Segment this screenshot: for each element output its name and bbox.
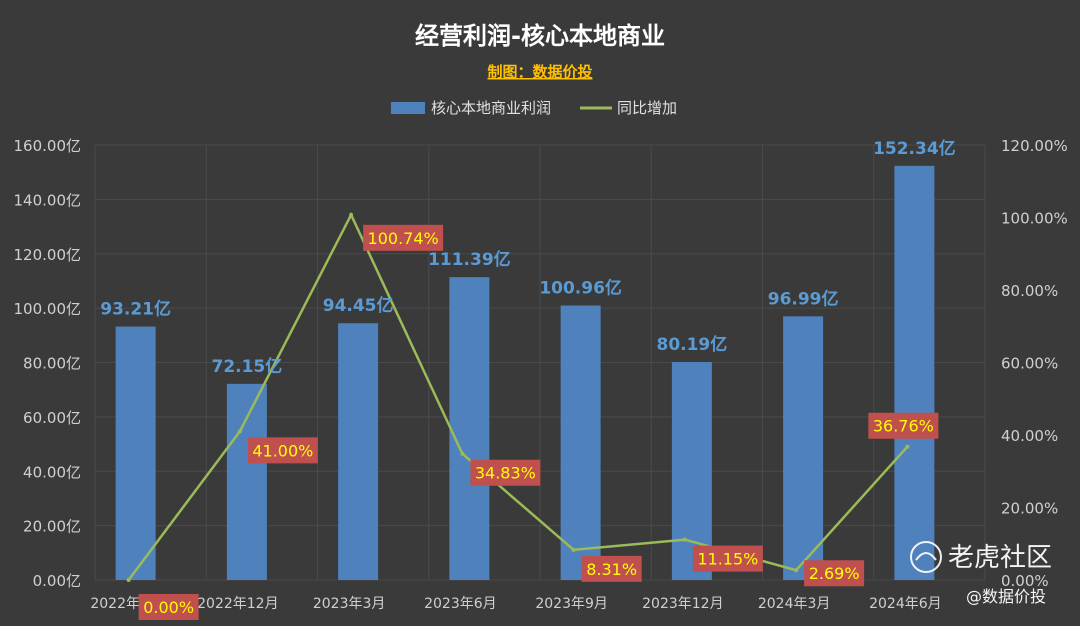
left-axis-tick-label: 80.00亿 bbox=[23, 355, 81, 373]
right-axis-tick-label: 120.00% bbox=[1001, 137, 1068, 155]
percent-label-box bbox=[138, 594, 199, 620]
tiger-logo-icon bbox=[910, 541, 942, 573]
legend: 核心本地商业利润 同比增加 bbox=[391, 99, 677, 117]
legend-bar-label: 核心本地商业利润 bbox=[431, 99, 551, 117]
percent-label-text: 34.83% bbox=[475, 464, 536, 483]
percent-label-box bbox=[247, 437, 318, 464]
left-axis-tick-label: 100.00亿 bbox=[14, 300, 82, 318]
percent-label-box bbox=[363, 224, 444, 251]
watermark: 老虎社区 @数据价投 bbox=[910, 541, 1052, 606]
line-series bbox=[126, 211, 910, 582]
percent-label-box bbox=[868, 412, 939, 439]
right-axis-tick-label: 40.00% bbox=[1001, 427, 1058, 445]
x-axis-tick-label: 2023年6月 bbox=[424, 596, 497, 612]
right-axis-tick-label: 0.00% bbox=[1001, 572, 1049, 590]
bar-value-label: 72.15亿 bbox=[211, 356, 282, 377]
percent-label: 8.31% bbox=[581, 555, 642, 582]
percent-label: 100.74% bbox=[363, 224, 444, 251]
bar-value-label: 80.19亿 bbox=[656, 334, 727, 355]
percent-labels: 0.00% 41.00% 100.74% 34.83% 8.31% 11.15% 2.69%… bbox=[138, 224, 939, 620]
bar-series bbox=[115, 165, 935, 580]
percent-label: 41.00% bbox=[247, 437, 318, 464]
percent-label-box bbox=[692, 545, 763, 572]
percent-label: 34.83% bbox=[470, 459, 541, 486]
line-point bbox=[682, 537, 687, 542]
percent-label: 0.00% bbox=[138, 594, 199, 620]
left-axis-tick-label: 40.00亿 bbox=[23, 463, 81, 481]
watermark-brand: 老虎社区 bbox=[948, 543, 1052, 573]
bar-value-label: 94.45亿 bbox=[323, 295, 394, 316]
bar bbox=[338, 323, 379, 580]
right-axis-tick-label: 80.00% bbox=[1001, 282, 1058, 300]
left-axis-tick-label: 0.00亿 bbox=[33, 572, 81, 590]
grid-lines bbox=[94, 144, 986, 581]
percent-label: 36.76% bbox=[868, 412, 939, 439]
line-point bbox=[349, 212, 354, 217]
percent-label-text: 11.15% bbox=[697, 550, 758, 569]
x-axis-tick-label: 2022年12月 bbox=[197, 596, 278, 612]
watermark-handle: @数据价投 bbox=[966, 587, 1046, 606]
bar bbox=[449, 277, 490, 580]
line-point bbox=[905, 444, 910, 449]
bar-value-label: 96.99亿 bbox=[768, 288, 839, 309]
bar bbox=[671, 361, 712, 580]
line-point bbox=[126, 578, 131, 582]
percent-label-box bbox=[581, 555, 642, 582]
left-axis-tick-label: 160.00亿 bbox=[14, 137, 82, 155]
x-axis-tick-label: 2024年6月 bbox=[869, 596, 942, 612]
percent-label-text: 36.76% bbox=[873, 417, 934, 436]
percent-label-box bbox=[804, 560, 865, 587]
x-axis-tick-label: 2023年12月 bbox=[642, 596, 723, 612]
right-axis-tick-label: 20.00% bbox=[1001, 500, 1058, 518]
left-axis-tick-label: 140.00亿 bbox=[14, 191, 82, 209]
percent-label-box bbox=[470, 459, 541, 486]
chart-subtitle: 制图：数据价投 bbox=[487, 63, 592, 81]
bar-value-label: 152.34亿 bbox=[873, 138, 956, 159]
left-axis: 0.00亿 20.00亿 40.00亿 60.00亿 80.00亿 100.00亿 120.… bbox=[14, 137, 82, 590]
percent-label: 11.15% bbox=[692, 545, 763, 572]
bar-value-label: 93.21亿 bbox=[100, 299, 171, 320]
bar-value-label: 111.39亿 bbox=[428, 249, 511, 270]
right-axis-tick-label: 100.00% bbox=[1001, 210, 1068, 228]
percent-label-text: 100.74% bbox=[368, 229, 439, 248]
line-point bbox=[460, 451, 465, 456]
percent-label-text: 8.31% bbox=[586, 560, 637, 579]
bar bbox=[226, 383, 267, 580]
bar bbox=[560, 305, 601, 580]
line-point bbox=[794, 568, 799, 573]
x-axis-tick-label: 2023年3月 bbox=[313, 596, 386, 612]
bar-value-labels: 93.21亿 72.15亿 94.45亿 111.39亿 100.96亿 80.19亿 96… bbox=[100, 138, 955, 377]
legend-line-label: 同比增加 bbox=[617, 99, 677, 117]
line-point bbox=[571, 547, 576, 552]
left-axis-tick-label: 60.00亿 bbox=[23, 409, 81, 427]
x-axis: 2022年9月 2022年12月 2023年3月 2023年6月 2023年9月 2023… bbox=[90, 596, 941, 612]
x-axis-tick-label: 2023年9月 bbox=[535, 596, 608, 612]
line-point bbox=[237, 429, 242, 434]
bar bbox=[783, 316, 824, 580]
percent-label: 2.69% bbox=[804, 560, 865, 587]
right-axis: 0.00% 20.00% 40.00% 60.00% 80.00% 100.00% 120.… bbox=[1001, 137, 1068, 590]
bar bbox=[894, 165, 935, 580]
tiger-logo-stroke bbox=[915, 552, 937, 561]
left-axis-tick-label: 20.00亿 bbox=[23, 518, 81, 536]
left-axis-tick-label: 120.00亿 bbox=[14, 246, 82, 264]
bar-value-label: 100.96亿 bbox=[539, 278, 622, 299]
x-axis-tick-label: 2024年3月 bbox=[758, 596, 831, 612]
percent-label-text: 2.69% bbox=[809, 564, 860, 583]
percent-label-text: 0.00% bbox=[143, 598, 194, 617]
line-path bbox=[127, 211, 909, 581]
right-axis-tick-label: 60.00% bbox=[1001, 355, 1058, 373]
legend-bar-swatch bbox=[391, 102, 425, 114]
bar bbox=[115, 326, 156, 580]
percent-label-text: 41.00% bbox=[252, 441, 313, 460]
chart-title: 经营利润-核心本地商业 bbox=[415, 22, 665, 50]
